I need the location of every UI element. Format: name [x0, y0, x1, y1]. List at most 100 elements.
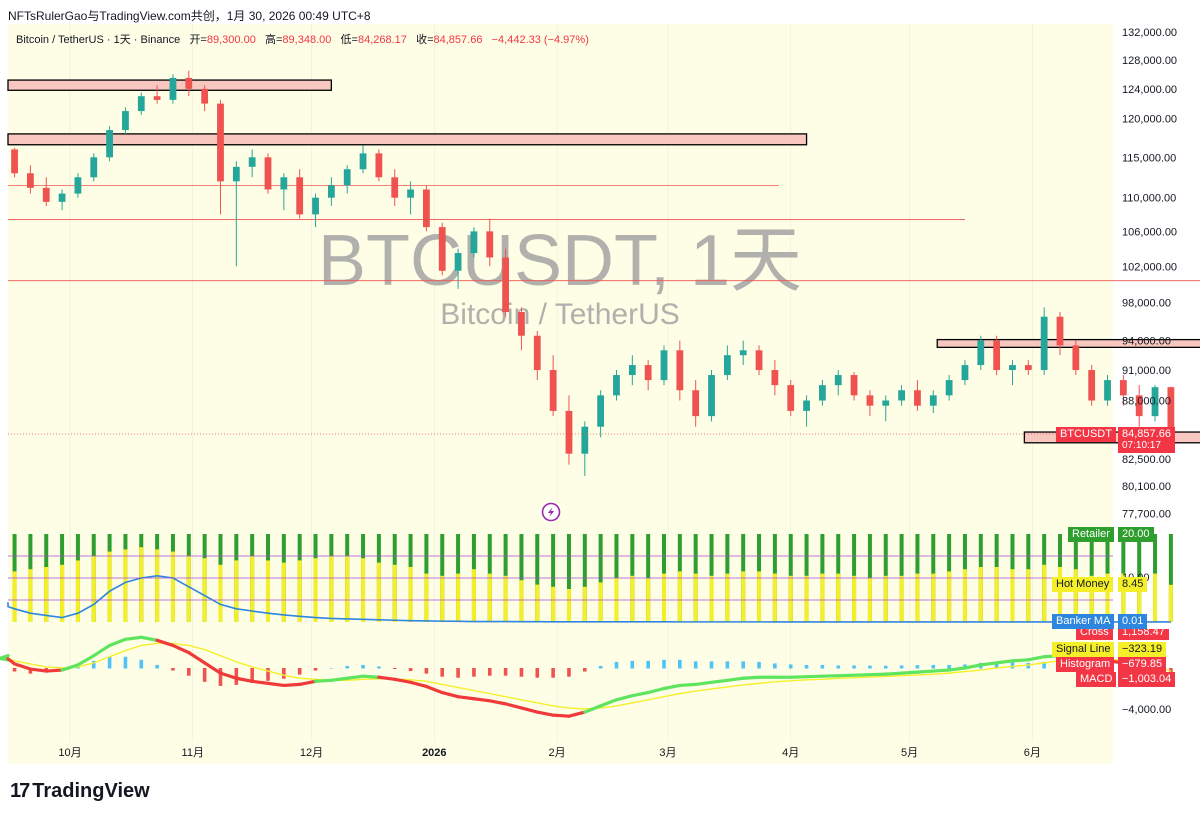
price-tick-label: 132,000.00 — [1122, 27, 1177, 39]
candle-body — [153, 96, 161, 100]
hot-money-bar — [836, 573, 841, 622]
macd-histogram-bar — [155, 664, 159, 669]
macd-line-segment — [868, 672, 888, 677]
candle-body — [613, 375, 620, 396]
macd-line-segment — [1010, 658, 1030, 663]
candle-body — [945, 380, 953, 396]
hot-money-bar — [60, 564, 65, 622]
macd-histogram-bar — [757, 661, 761, 669]
hist-value-tag: −679.85 — [1118, 657, 1167, 672]
candle-body — [407, 189, 414, 198]
hot-money-bar — [725, 573, 730, 622]
candle-body — [993, 340, 1001, 371]
hot-money-bar — [12, 571, 17, 622]
macd-histogram-bar — [250, 668, 254, 683]
cross-value-tag: 1,158.47 — [1118, 629, 1169, 640]
macd-histogram-bar — [377, 666, 381, 669]
macd-line-segment — [646, 686, 666, 695]
macd-line-segment — [852, 673, 872, 677]
hot-money-bar — [772, 573, 777, 622]
price-tick-label: 82,500.00 — [1122, 454, 1171, 466]
macd-histogram-bar — [662, 659, 666, 669]
macd-histogram-bar — [472, 668, 476, 677]
candle-body — [914, 390, 921, 406]
macd-line-segment — [614, 694, 634, 702]
time-tick-label: 11月 — [182, 747, 204, 759]
candle-body — [296, 177, 304, 215]
hot-money-bar — [1089, 575, 1094, 622]
candle-body — [375, 153, 383, 178]
candle-body — [819, 385, 826, 401]
candle-body — [882, 400, 890, 406]
macd-histogram-bar — [836, 665, 841, 669]
hot-money-bar — [788, 575, 793, 622]
candle-body — [137, 96, 145, 112]
macd-histogram-bar — [678, 659, 682, 669]
hot-money-bar — [186, 556, 191, 622]
candle-body — [866, 395, 874, 406]
hot-money-bar — [757, 571, 762, 622]
banker-label-tag: Banker MA — [1052, 614, 1115, 629]
macd-line-segment — [583, 704, 603, 714]
macd-line-segment — [979, 661, 999, 667]
hot-money-bar — [440, 575, 445, 622]
macd-line-segment — [694, 680, 714, 687]
macd-line-segment — [218, 671, 238, 680]
candle-body — [1088, 370, 1096, 401]
macd-line-segment — [519, 706, 539, 714]
candle-body — [106, 130, 113, 158]
hot-money-bar — [962, 569, 967, 622]
macd-histogram-bar — [947, 664, 951, 669]
brand[interactable]: 17 TradingView — [10, 780, 150, 803]
hot-money-bar — [1042, 564, 1047, 622]
hist-label-tag: Histogram — [1056, 657, 1115, 672]
macd-line-segment — [709, 678, 729, 684]
tradingview-logo-icon: 17 — [10, 780, 30, 802]
publish-info: NFTsRulerGao与TradingView.com共创，1月 30, 20… — [8, 9, 371, 23]
hot-money-bar — [392, 564, 397, 622]
candle-body — [676, 350, 684, 391]
candle-body — [1135, 395, 1143, 417]
candle-body — [565, 410, 573, 454]
ohlc-legend: Bitcoin / TetherUS · 1天 · Binance 开=89,3… — [16, 34, 589, 46]
watermark-subtitle: Bitcoin / TetherUS — [440, 298, 680, 331]
chart-pane[interactable] — [8, 24, 1113, 764]
money-flow-pane — [7, 534, 1173, 623]
macd-histogram-bar — [883, 665, 888, 669]
hot-money-bar — [170, 551, 175, 622]
macd-histogram-bar — [28, 668, 33, 674]
hot-money-bar — [947, 571, 952, 622]
candle-body — [549, 370, 557, 411]
hot-money-bar — [297, 560, 302, 622]
macd-line-segment — [0, 654, 10, 661]
hot-money-bar — [852, 575, 857, 622]
candle-body — [280, 177, 288, 190]
candle-body — [1151, 387, 1159, 417]
candle-body — [834, 375, 842, 386]
price-tick-label: 115,000.00 — [1122, 152, 1176, 164]
macd-tick-label: −4,000.00 — [1122, 704, 1171, 716]
macd-histogram-bar — [440, 668, 445, 677]
macd-line-segment — [947, 666, 967, 672]
macd-histogram-bar — [218, 668, 223, 686]
candle-body — [787, 385, 795, 411]
hot-money-bar — [1105, 573, 1110, 622]
macd-histogram-bar — [345, 665, 349, 669]
symbol-tag: BTCUSDT — [1056, 427, 1116, 442]
price-tick-label: 88,000.00 — [1122, 396, 1171, 408]
macd-line-segment — [804, 674, 825, 679]
macd-histogram-bar — [392, 668, 397, 670]
candle-body — [423, 189, 430, 228]
candle-body — [898, 390, 905, 401]
macd-line-segment — [377, 675, 397, 681]
hot-money-bar — [1010, 569, 1015, 622]
legend-low: 84,268.17 — [357, 34, 407, 46]
candle-body — [1009, 365, 1016, 371]
macd-histogram-bar — [598, 665, 603, 669]
candle-body — [628, 365, 636, 376]
macd-line-segment — [107, 637, 128, 648]
macd-histogram-bar — [187, 668, 191, 676]
macd-histogram-bar — [424, 668, 429, 674]
time-tick-label: 2026 — [422, 747, 446, 759]
